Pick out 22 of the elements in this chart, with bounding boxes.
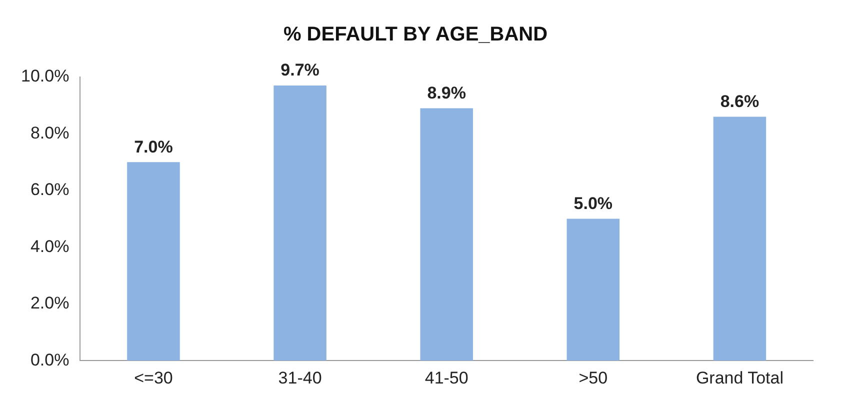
- bar: [713, 116, 766, 361]
- bar: [420, 108, 473, 361]
- y-tick-label: 4.0%: [30, 236, 70, 256]
- data-label: 5.0%: [574, 194, 613, 213]
- bar: [274, 86, 326, 361]
- data-label: 9.7%: [280, 60, 320, 80]
- x-tick-label: <=30: [134, 368, 173, 388]
- chart-title: % DEFAULT BY AGE_BAND: [283, 24, 548, 46]
- data-label: 8.9%: [427, 83, 466, 102]
- data-label: 8.6%: [720, 92, 760, 111]
- y-tick-label: 10.0%: [21, 66, 70, 86]
- y-tick-label: 8.0%: [30, 123, 70, 142]
- x-tick-label: >50: [578, 368, 608, 388]
- x-tick-label: Grand Total: [696, 368, 784, 388]
- y-tick-label: 6.0%: [30, 180, 70, 200]
- bar: [127, 162, 180, 361]
- data-label: 7.0%: [134, 137, 173, 156]
- x-tick-label: 41-50: [424, 368, 468, 388]
- y-tick-label: 2.0%: [30, 294, 70, 313]
- y-tick-label: 0.0%: [30, 350, 70, 370]
- x-tick-label: 31-40: [278, 368, 322, 388]
- bar: [566, 218, 620, 361]
